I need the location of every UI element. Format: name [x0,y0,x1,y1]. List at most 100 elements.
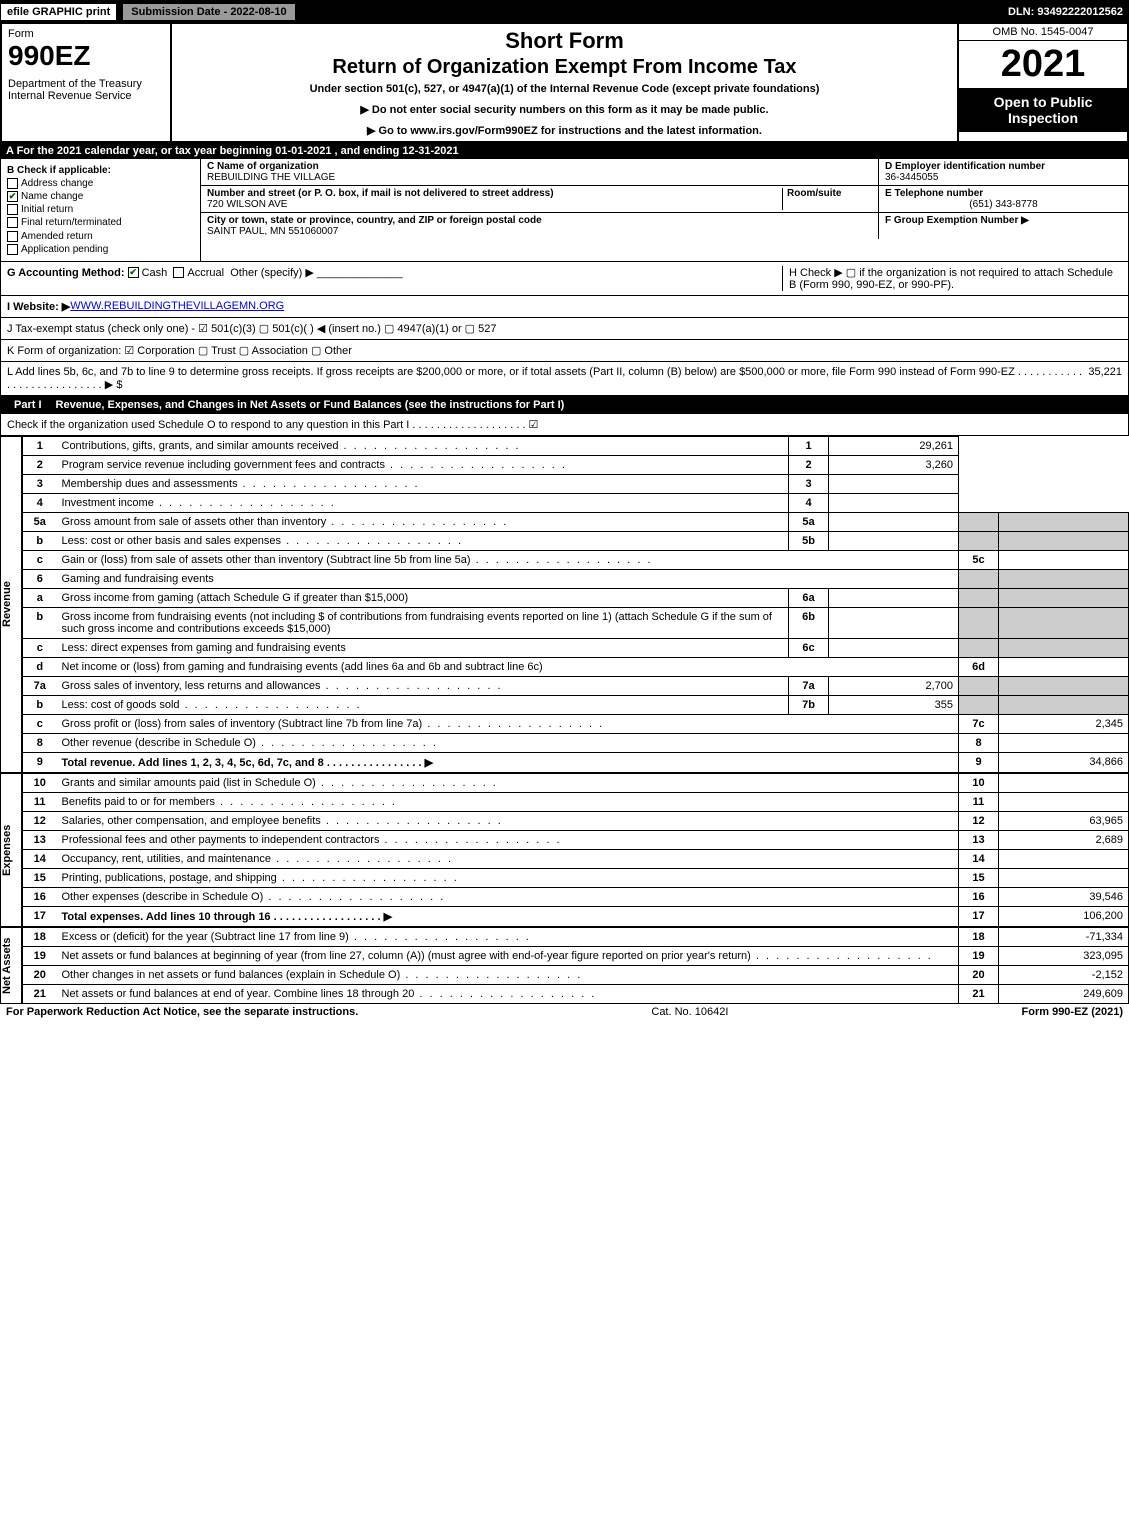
line-5c-no: 5c [959,550,999,569]
line-7b-desc: Less: cost of goods sold [57,695,789,714]
line-6-desc: Gaming and fundraising events [57,569,959,588]
row-l-text: L Add lines 5b, 6c, and 7b to line 9 to … [7,366,1085,391]
line-6a-num: a [23,588,57,607]
expenses-side-label: Expenses [0,773,22,927]
line-6a-shade [959,588,999,607]
line-6c-num: c [23,638,57,657]
line-6d-no: 6d [959,657,999,676]
city-value: SAINT PAUL, MN 551060007 [207,226,872,237]
netassets-section: Net Assets 18Excess or (deficit) for the… [0,927,1129,1004]
line-6c-subno: 6c [789,638,829,657]
line-4-no: 4 [789,493,829,512]
line-20-desc: Other changes in net assets or fund bala… [57,965,959,984]
tel-value: (651) 343-8778 [885,199,1122,210]
line-10-num: 10 [23,773,57,792]
line-14-num: 14 [23,849,57,868]
chk-cash[interactable] [128,267,139,278]
line-7c-val: 2,345 [999,714,1129,733]
line-20-no: 20 [959,965,999,984]
open-to-public: Open to Public Inspection [959,88,1127,132]
line-8-val [999,733,1129,752]
line-6c-valshade [999,638,1129,657]
line-6d-num: d [23,657,57,676]
line-13-val: 2,689 [999,830,1129,849]
line-6b-subno: 6b [789,607,829,638]
line-4-num: 4 [23,493,57,512]
line-19-desc: Net assets or fund balances at beginning… [57,946,959,965]
line-17-val: 106,200 [999,906,1129,926]
line-10-no: 10 [959,773,999,792]
line-13-num: 13 [23,830,57,849]
accounting-other: Other (specify) ▶ [230,267,314,279]
line-6b-shade [959,607,999,638]
netassets-table: 18Excess or (deficit) for the year (Subt… [22,927,1129,1004]
chk-name-change[interactable]: Name change [7,191,194,202]
line-11-no: 11 [959,792,999,811]
line-1-desc: Contributions, gifts, grants, and simila… [57,436,789,455]
row-j-tax-exempt: J Tax-exempt status (check only one) - ☑… [0,318,1129,340]
line-6b-valshade [999,607,1129,638]
line-21-num: 21 [23,984,57,1003]
line-5b-shade [959,531,999,550]
line-19-val: 323,095 [999,946,1129,965]
omb-number: OMB No. 1545-0047 [959,24,1127,41]
line-3-desc: Membership dues and assessments [57,474,789,493]
line-7b-shade [959,695,999,714]
form-header: Form 990EZ Department of the Treasury In… [0,24,1129,143]
line-6a-subno: 6a [789,588,829,607]
chk-initial-return[interactable]: Initial return [7,204,194,215]
street-value: 720 WILSON AVE [207,199,782,210]
website-link[interactable]: WWW.REBUILDINGTHEVILLAGEMN.ORG [70,300,284,313]
line-1-val: 29,261 [829,436,959,455]
note-ssn: ▶ Do not enter social security numbers o… [180,103,949,116]
website-label: I Website: ▶ [7,300,70,313]
chk-accrual[interactable] [173,267,184,278]
line-6-shade [959,569,999,588]
line-18-val: -71,334 [999,927,1129,946]
header-right: OMB No. 1545-0047 2021 Open to Public In… [957,24,1127,141]
line-5b-num: b [23,531,57,550]
line-6d-desc: Net income or (loss) from gaming and fun… [57,657,959,676]
form-word: Form [8,28,164,40]
submission-date: Submission Date - 2022-08-10 [121,2,296,22]
efile-label: efile GRAPHIC print [0,3,117,21]
section-b-title: B Check if applicable: [7,165,194,176]
line-6b-subval [829,607,959,638]
line-14-no: 14 [959,849,999,868]
street-label: Number and street (or P. O. box, if mail… [207,188,782,199]
row-h: H Check ▶ ▢ if the organization is not r… [782,266,1122,291]
note-goto: ▶ Go to www.irs.gov/Form990EZ for instru… [180,124,949,137]
line-16-num: 16 [23,887,57,906]
expenses-table: 10Grants and similar amounts paid (list … [22,773,1129,927]
chk-final-return[interactable]: Final return/terminated [7,217,194,228]
line-5a-desc: Gross amount from sale of assets other t… [57,512,789,531]
line-7b-subno: 7b [789,695,829,714]
row-g-h: G Accounting Method: Cash Accrual Other … [0,262,1129,296]
line-3-num: 3 [23,474,57,493]
line-6c-shade [959,638,999,657]
line-7a-desc: Gross sales of inventory, less returns a… [57,676,789,695]
accounting-method-label: G Accounting Method: [7,267,125,279]
chk-application-pending[interactable]: Application pending [7,244,194,255]
row-l-gross-receipts: L Add lines 5b, 6c, and 7b to line 9 to … [0,362,1129,396]
org-name: REBUILDING THE VILLAGE [207,172,872,183]
ein-label: D Employer identification number [885,161,1122,172]
line-17-no: 17 [959,906,999,926]
line-12-val: 63,965 [999,811,1129,830]
tel-label: E Telephone number [885,188,1122,199]
line-2-num: 2 [23,455,57,474]
part1-title: Revenue, Expenses, and Changes in Net As… [56,399,565,411]
chk-amended-return[interactable]: Amended return [7,231,194,242]
line-4-val [829,493,959,512]
short-form-title: Short Form [180,28,949,54]
chk-address-change[interactable]: Address change [7,178,194,189]
footer-right: Form 990-EZ (2021) [1022,1006,1123,1018]
line-5b-subval [829,531,959,550]
line-6d-val [999,657,1129,676]
line-15-desc: Printing, publications, postage, and shi… [57,868,959,887]
line-10-desc: Grants and similar amounts paid (list in… [57,773,959,792]
section-c: C Name of organization REBUILDING THE VI… [201,159,1128,261]
line-7b-subval: 355 [829,695,959,714]
line-5a-subval [829,512,959,531]
line-11-num: 11 [23,792,57,811]
